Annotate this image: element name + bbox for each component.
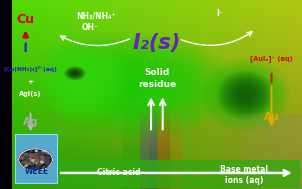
Circle shape bbox=[34, 156, 38, 159]
Circle shape bbox=[33, 154, 36, 156]
Circle shape bbox=[40, 161, 43, 163]
Circle shape bbox=[26, 159, 30, 162]
Circle shape bbox=[43, 161, 45, 162]
Circle shape bbox=[30, 163, 33, 165]
Circle shape bbox=[46, 152, 50, 154]
Circle shape bbox=[45, 157, 49, 159]
Circle shape bbox=[41, 158, 44, 160]
Circle shape bbox=[46, 162, 50, 165]
Circle shape bbox=[25, 154, 28, 156]
Circle shape bbox=[28, 163, 30, 164]
Circle shape bbox=[36, 167, 38, 168]
Circle shape bbox=[31, 161, 34, 163]
Text: AgI(s): AgI(s) bbox=[19, 91, 42, 97]
Text: Citric acid: Citric acid bbox=[97, 168, 141, 177]
Circle shape bbox=[25, 164, 27, 166]
Circle shape bbox=[22, 153, 26, 156]
Circle shape bbox=[31, 156, 33, 157]
Text: Solid: Solid bbox=[144, 68, 169, 77]
Circle shape bbox=[24, 164, 27, 166]
Circle shape bbox=[37, 163, 41, 165]
Text: OH⁻: OH⁻ bbox=[82, 23, 98, 32]
Circle shape bbox=[33, 163, 35, 164]
Circle shape bbox=[21, 157, 24, 159]
Circle shape bbox=[22, 154, 24, 156]
Circle shape bbox=[37, 152, 41, 154]
Circle shape bbox=[27, 153, 31, 155]
Circle shape bbox=[29, 157, 32, 159]
Circle shape bbox=[30, 154, 34, 157]
Circle shape bbox=[44, 158, 46, 160]
Text: residue: residue bbox=[138, 80, 176, 89]
Circle shape bbox=[26, 159, 29, 161]
Circle shape bbox=[25, 154, 27, 156]
Circle shape bbox=[42, 150, 46, 153]
Circle shape bbox=[38, 157, 42, 160]
Circle shape bbox=[35, 150, 37, 152]
Text: [Cu(NH₃)₄]²⁺(aq): [Cu(NH₃)₄]²⁺(aq) bbox=[4, 66, 57, 72]
Circle shape bbox=[32, 155, 35, 157]
Circle shape bbox=[27, 159, 31, 161]
Circle shape bbox=[38, 155, 40, 157]
Circle shape bbox=[42, 156, 45, 158]
Circle shape bbox=[46, 152, 49, 154]
Circle shape bbox=[25, 156, 29, 158]
Circle shape bbox=[26, 163, 28, 164]
Circle shape bbox=[37, 163, 41, 166]
Circle shape bbox=[40, 156, 43, 158]
Circle shape bbox=[35, 160, 39, 162]
Circle shape bbox=[27, 158, 30, 160]
Circle shape bbox=[23, 163, 27, 166]
Circle shape bbox=[43, 167, 46, 169]
Circle shape bbox=[32, 160, 36, 162]
Circle shape bbox=[35, 153, 38, 155]
Circle shape bbox=[29, 162, 33, 165]
Text: I₂(s): I₂(s) bbox=[133, 33, 181, 53]
Circle shape bbox=[32, 160, 34, 161]
Circle shape bbox=[41, 159, 43, 160]
Circle shape bbox=[25, 161, 28, 163]
Circle shape bbox=[43, 160, 46, 162]
Bar bbox=[57, 160, 299, 187]
Circle shape bbox=[39, 161, 43, 164]
Circle shape bbox=[31, 167, 35, 170]
Circle shape bbox=[22, 163, 25, 165]
Circle shape bbox=[46, 157, 50, 159]
Circle shape bbox=[29, 161, 32, 163]
Text: NH₃/NH₄⁺: NH₃/NH₄⁺ bbox=[76, 12, 116, 21]
Text: Cu: Cu bbox=[17, 13, 35, 26]
Text: +: + bbox=[28, 79, 34, 85]
Circle shape bbox=[42, 152, 44, 154]
Text: [AuIₙ]⁻ (aq): [AuIₙ]⁻ (aq) bbox=[250, 55, 293, 62]
Circle shape bbox=[47, 160, 50, 162]
Circle shape bbox=[30, 150, 32, 152]
Circle shape bbox=[22, 161, 25, 163]
Circle shape bbox=[24, 162, 27, 163]
Circle shape bbox=[39, 160, 42, 162]
Circle shape bbox=[25, 153, 28, 155]
Text: Au: Au bbox=[264, 112, 279, 122]
Text: I⁻: I⁻ bbox=[216, 9, 223, 18]
Circle shape bbox=[35, 162, 37, 164]
Text: Ag: Ag bbox=[23, 117, 38, 127]
Circle shape bbox=[33, 155, 36, 157]
FancyBboxPatch shape bbox=[14, 134, 57, 183]
Circle shape bbox=[42, 160, 46, 163]
Circle shape bbox=[20, 163, 24, 165]
Circle shape bbox=[30, 156, 33, 158]
Circle shape bbox=[38, 156, 40, 158]
Circle shape bbox=[35, 160, 38, 161]
Circle shape bbox=[40, 158, 43, 160]
Circle shape bbox=[25, 159, 29, 161]
Circle shape bbox=[19, 149, 52, 171]
Circle shape bbox=[36, 163, 39, 164]
Text: Base metal
ions (aq): Base metal ions (aq) bbox=[220, 165, 268, 184]
Text: WEEE: WEEE bbox=[24, 167, 48, 177]
